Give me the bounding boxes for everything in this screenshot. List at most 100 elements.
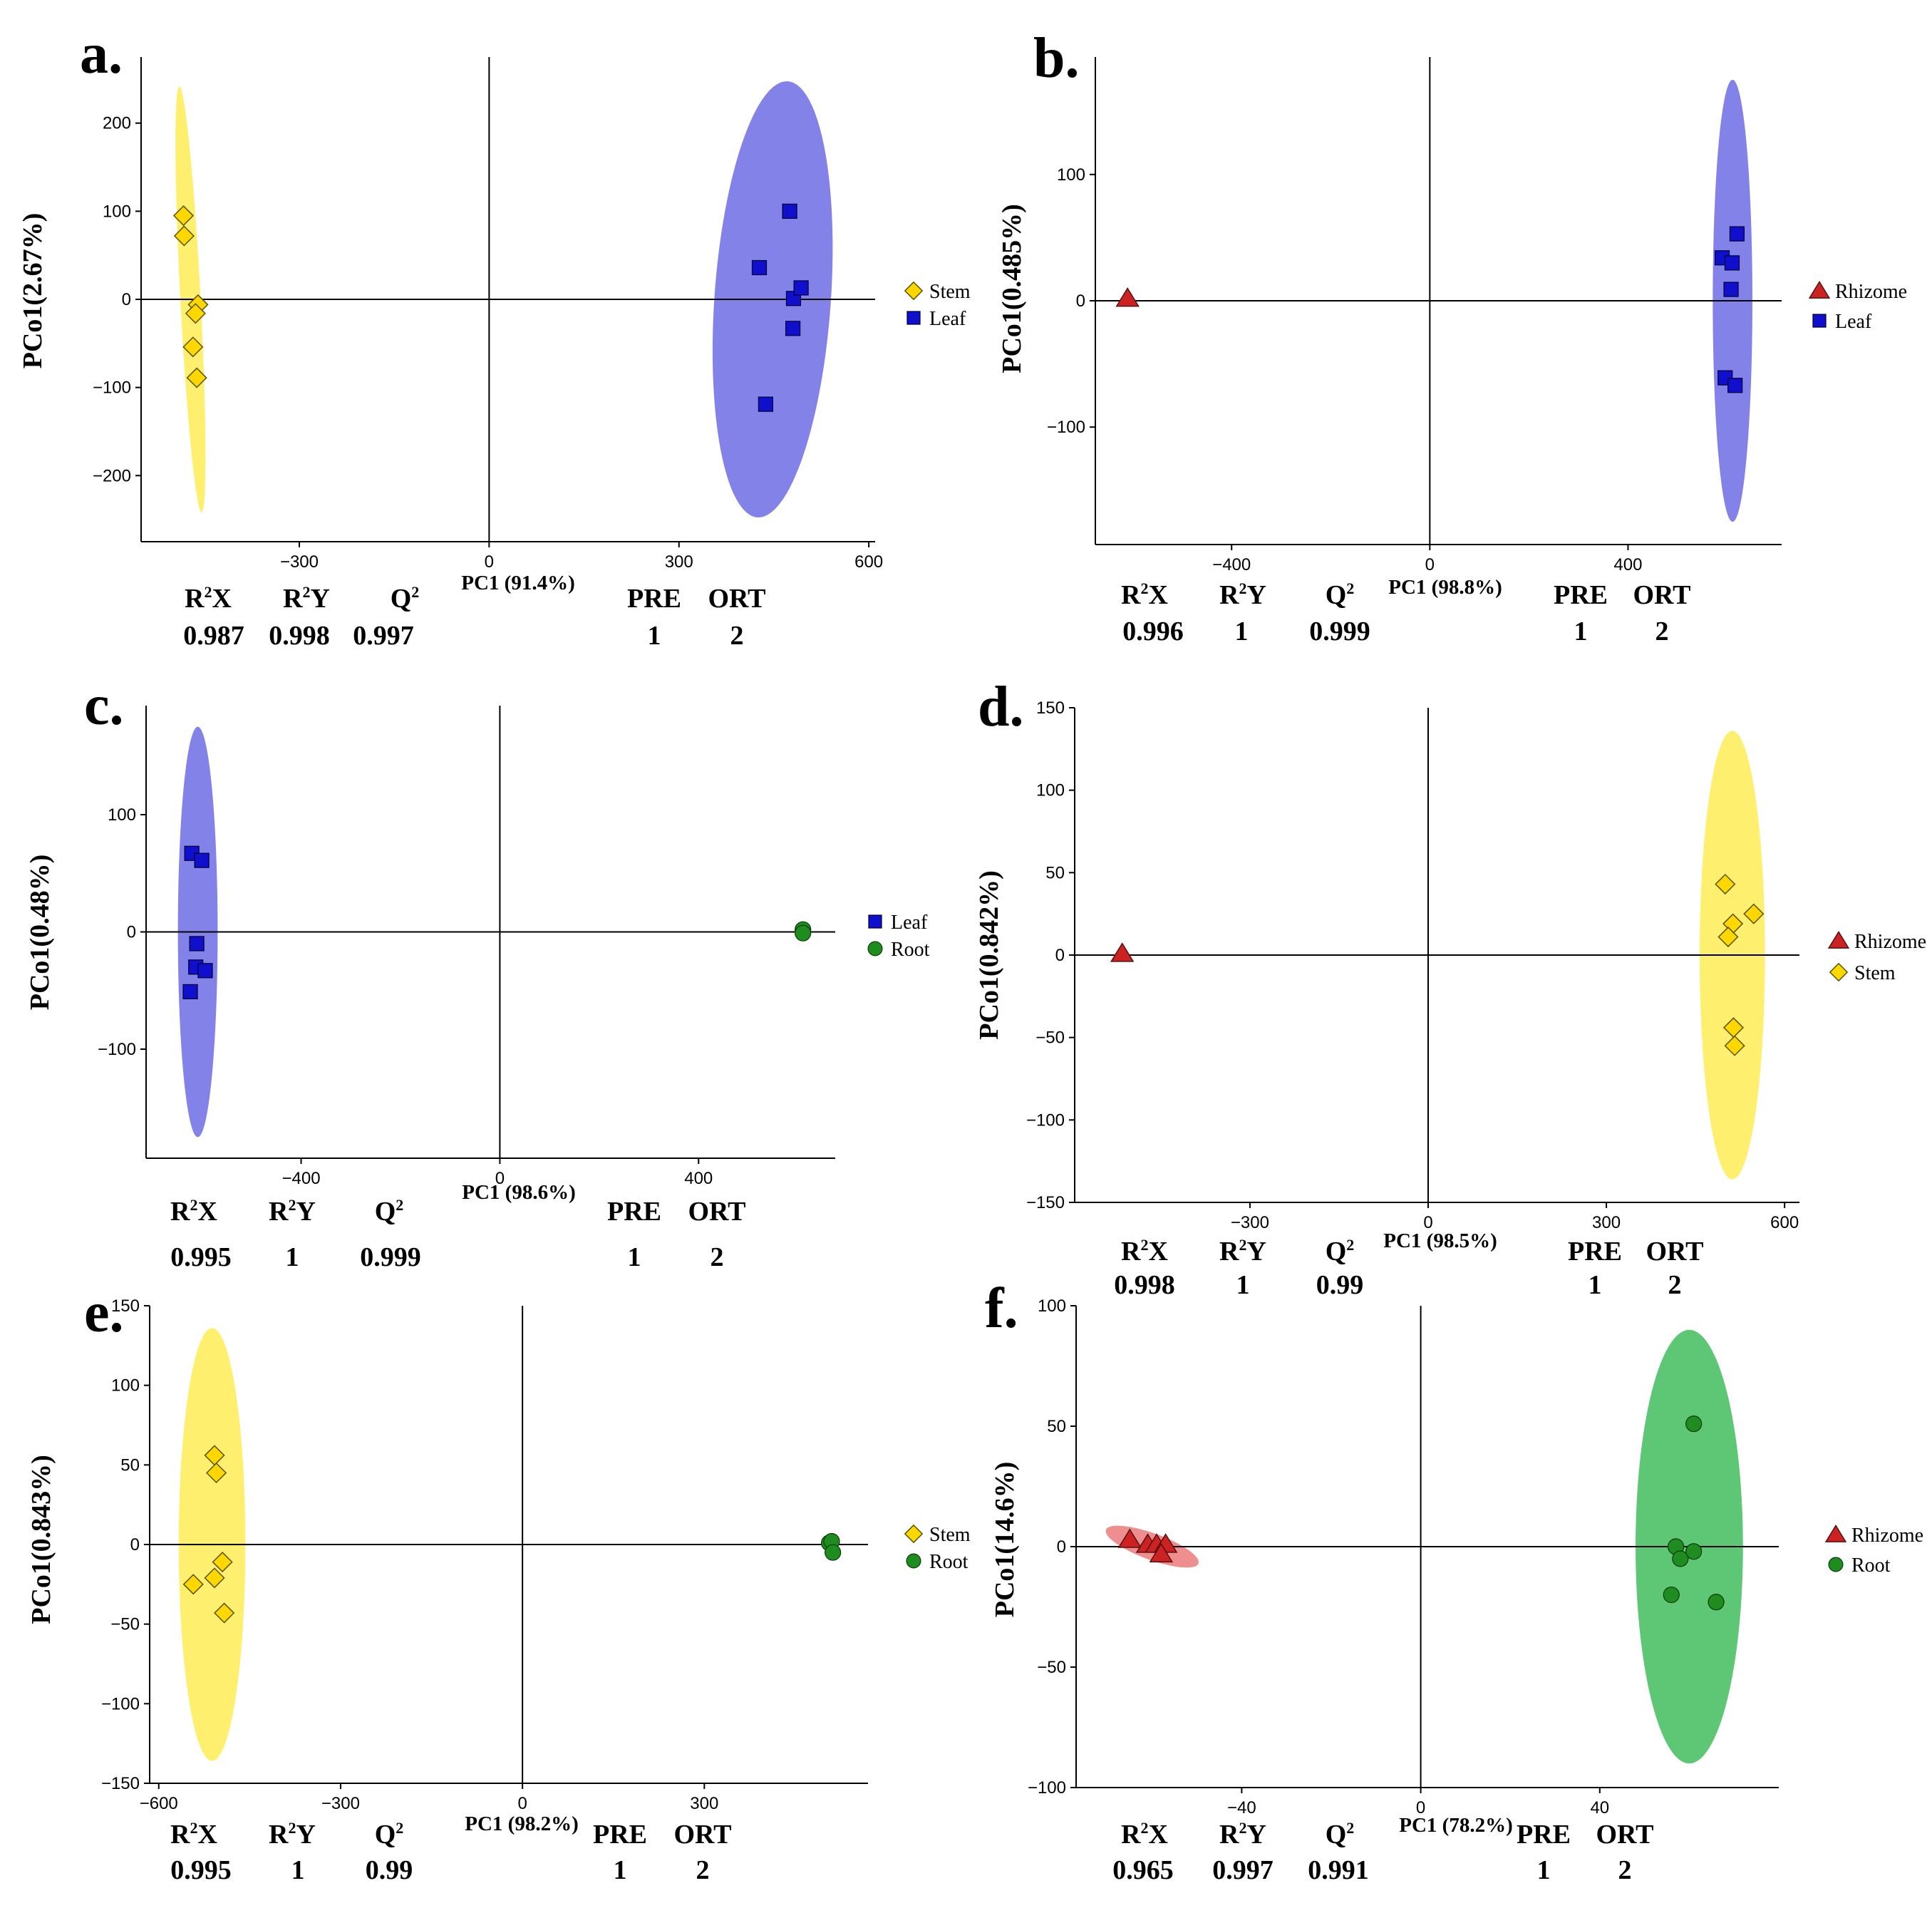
data-point-leaf <box>1729 226 1745 242</box>
stats-value: 0.998 <box>1114 1270 1175 1300</box>
stats-header: R2X <box>185 583 232 614</box>
y-tick-label: −150 <box>1026 1193 1065 1212</box>
data-point-stem <box>182 336 204 358</box>
data-point-root <box>1708 1594 1725 1611</box>
x-tick-label: −300 <box>321 1794 360 1813</box>
stats-value: 0.999 <box>360 1242 421 1272</box>
stats-header: Q2 <box>1326 1236 1355 1267</box>
y-tick-label: −100 <box>1047 418 1085 437</box>
y-tick-label: 50 <box>1045 863 1065 882</box>
data-point-leaf <box>182 984 198 999</box>
legend-marker-leaf <box>906 311 921 325</box>
y-tick-label: 100 <box>103 202 131 221</box>
y-axis-label: PCo1(2.67%) <box>18 213 48 368</box>
stats-value: 0.997 <box>353 621 414 651</box>
data-point-leaf <box>1727 378 1743 393</box>
legend-marker-stem <box>904 1524 924 1544</box>
data-point-stem <box>172 205 195 227</box>
panel-label: b. <box>1033 27 1080 90</box>
y-axis-label: PCo1(0.842%) <box>974 870 1004 1039</box>
legend-label: Rhizome <box>1851 1525 1923 1547</box>
x-tick-label: 400 <box>684 1169 713 1188</box>
x-axis-label: PC1 (98.2%) <box>465 1813 578 1835</box>
y-tick-label: 0 <box>130 1535 140 1554</box>
stats-header: PRE <box>627 584 681 614</box>
stats-header: R2X <box>170 1196 217 1227</box>
stats-value: 0.99 <box>1316 1270 1364 1300</box>
x-tick-label: −600 <box>140 1794 178 1813</box>
stats-header: R2Y <box>1219 1819 1266 1850</box>
data-point-stem <box>1743 903 1765 924</box>
legend-marker-stem <box>1829 962 1849 982</box>
stats-value: 1 <box>1589 1270 1602 1300</box>
stats-header: R2X <box>1121 1236 1168 1267</box>
y-tick-label: −150 <box>101 1774 140 1793</box>
data-point-stem <box>206 1462 227 1484</box>
stats-value: 0.999 <box>1309 617 1370 646</box>
y-tick-label: −50 <box>1037 1658 1066 1677</box>
x-axis-label: PC1 (91.4%) <box>461 572 574 594</box>
y-tick-label: −100 <box>1028 1778 1066 1798</box>
stats-value: 1 <box>648 621 661 651</box>
y-tick-label: −50 <box>1035 1028 1065 1048</box>
x-tick-label: 40 <box>1590 1798 1609 1817</box>
x-axis-label: PC1 (98.5%) <box>1383 1229 1497 1252</box>
stats-value: 1 <box>1235 617 1249 646</box>
y-axis-label: PCo1(0.485%) <box>997 204 1027 373</box>
y-tick-label: 0 <box>122 290 131 309</box>
stats-value: 0.995 <box>170 1855 232 1885</box>
legend-label: Root <box>1851 1554 1891 1577</box>
data-point-stem <box>1724 1035 1745 1056</box>
data-point-root <box>795 924 812 942</box>
x-tick-label: 0 <box>1425 555 1435 574</box>
stats-header: ORT <box>673 1820 731 1850</box>
y-tick-label: 100 <box>1036 781 1065 800</box>
stats-header: R2Y <box>1219 1236 1266 1267</box>
stats-header: Q2 <box>1326 579 1355 610</box>
y-tick-label: −100 <box>98 1040 136 1059</box>
stats-value: 1 <box>614 1855 627 1885</box>
x-tick-label: 0 <box>1416 1798 1425 1817</box>
data-point-rhizome <box>1115 287 1140 307</box>
stats-value: 1 <box>291 1855 305 1885</box>
panel-label: c. <box>84 674 124 737</box>
stats-header: R2X <box>1121 579 1168 610</box>
data-point-stem <box>214 1602 235 1624</box>
legend-marker-rhizome <box>1824 1524 1847 1542</box>
x-tick-label: 600 <box>1770 1213 1799 1232</box>
stats-header: PRE <box>1517 1820 1571 1850</box>
y-tick-label: 200 <box>103 114 131 133</box>
legend-label: Root <box>891 939 930 961</box>
data-point-leaf <box>194 852 210 868</box>
stats-value: 1 <box>286 1242 299 1272</box>
stats-header: ORT <box>1633 580 1690 610</box>
y-axis-label: PCo1(14.6%) <box>990 1462 1020 1617</box>
panel-label: f. <box>985 1277 1018 1340</box>
data-point-leaf <box>782 203 797 219</box>
x-tick-label: 0 <box>517 1794 527 1813</box>
stats-value: 2 <box>696 1855 710 1885</box>
stats-value: 0.99 <box>366 1855 413 1885</box>
stats-header: Q2 <box>1326 1819 1355 1850</box>
stats-value: 0.996 <box>1122 617 1184 646</box>
legend-marker-root <box>867 941 883 957</box>
stats-value: 1 <box>1574 617 1588 646</box>
x-tick-label: 0 <box>495 1169 505 1188</box>
data-point-stem <box>186 367 207 388</box>
legend-label: Root <box>929 1551 968 1573</box>
stats-value: 0.965 <box>1112 1855 1174 1885</box>
y-tick-label: 100 <box>1057 165 1085 185</box>
stats-value: 0.997 <box>1212 1855 1274 1885</box>
legend-marker-leaf <box>868 914 882 929</box>
data-point-root <box>1672 1550 1689 1567</box>
stats-header: R2X <box>170 1819 217 1850</box>
x-tick-label: 400 <box>1613 555 1642 574</box>
y-tick-label: −200 <box>93 466 131 485</box>
legend-marker-root <box>906 1553 921 1569</box>
stats-value: 2 <box>1655 617 1669 646</box>
data-point-leaf <box>785 321 801 336</box>
y-tick-label: 50 <box>1047 1417 1066 1436</box>
data-point-root <box>825 1544 842 1561</box>
stats-header: ORT <box>708 584 765 614</box>
